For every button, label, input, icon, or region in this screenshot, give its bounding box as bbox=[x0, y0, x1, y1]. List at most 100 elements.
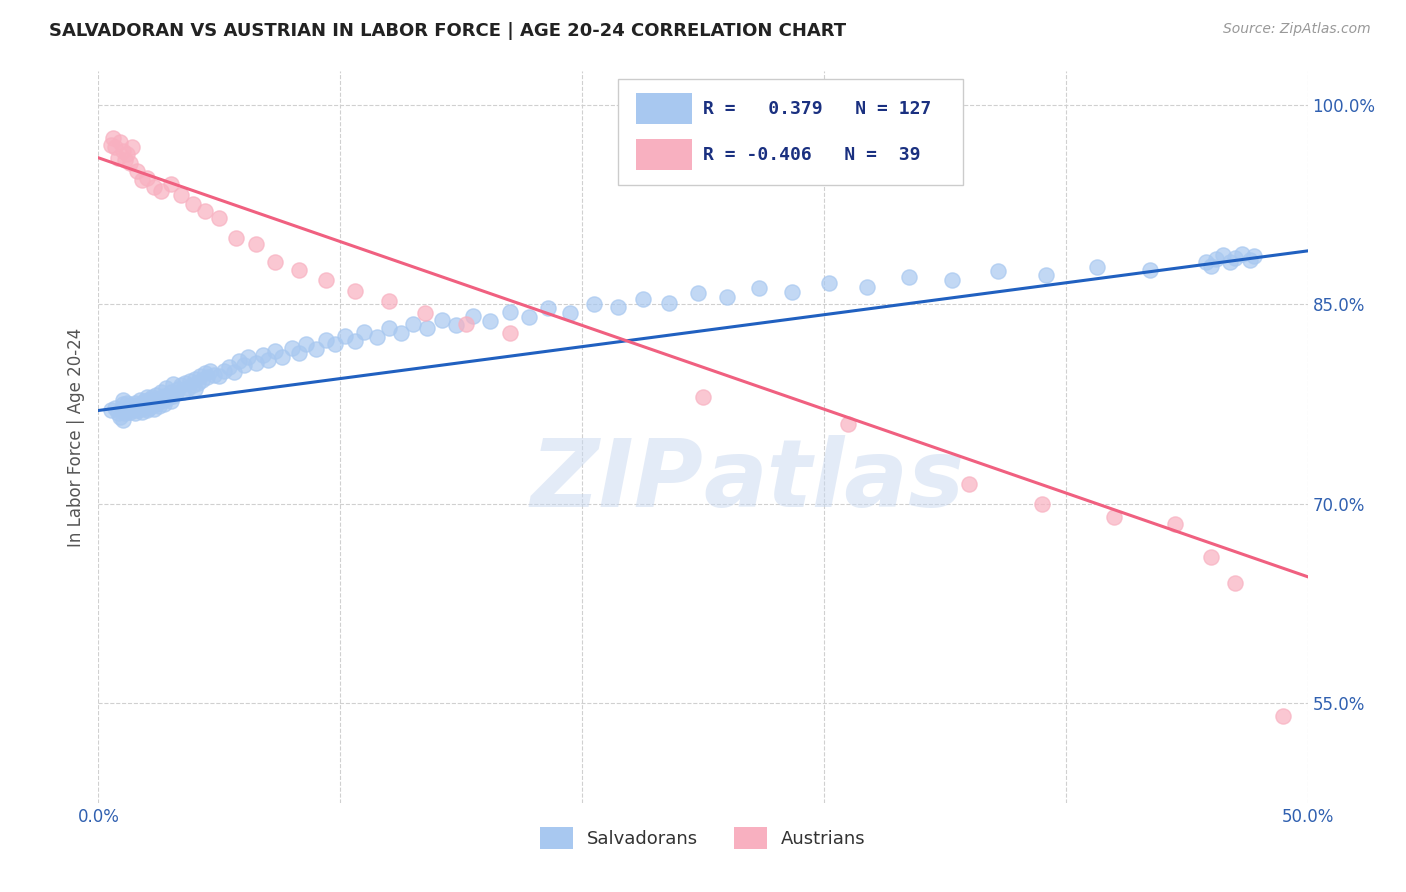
Text: R = -0.406   N =  39: R = -0.406 N = 39 bbox=[703, 145, 921, 164]
Point bbox=[1035, 268, 1057, 282]
Point bbox=[413, 306, 436, 320]
Point bbox=[295, 337, 318, 351]
Point bbox=[817, 276, 839, 290]
Point bbox=[204, 368, 226, 382]
Text: Source: ZipAtlas.com: Source: ZipAtlas.com bbox=[1223, 22, 1371, 37]
Point bbox=[1232, 246, 1254, 260]
Point bbox=[692, 390, 714, 404]
Point bbox=[121, 400, 143, 414]
Point bbox=[135, 397, 157, 411]
Point bbox=[172, 384, 194, 399]
Point bbox=[366, 330, 388, 344]
Point bbox=[138, 401, 160, 415]
Text: R =   0.379   N = 127: R = 0.379 N = 127 bbox=[703, 100, 931, 118]
Point bbox=[389, 326, 412, 341]
Point bbox=[333, 329, 356, 343]
Text: ZIP: ZIP bbox=[530, 435, 703, 527]
Legend: Salvadorans, Austrians: Salvadorans, Austrians bbox=[533, 820, 873, 856]
Point bbox=[155, 392, 177, 406]
Point bbox=[856, 280, 879, 294]
Point bbox=[184, 371, 207, 385]
Point bbox=[631, 292, 654, 306]
Point bbox=[232, 358, 254, 372]
Point bbox=[218, 359, 240, 374]
Point bbox=[1243, 249, 1265, 263]
Point bbox=[1212, 248, 1234, 262]
Point bbox=[148, 400, 170, 414]
Point bbox=[135, 170, 157, 185]
Point bbox=[160, 394, 183, 409]
Point bbox=[957, 476, 980, 491]
Point bbox=[187, 376, 209, 390]
Point bbox=[128, 392, 150, 407]
Point bbox=[208, 368, 231, 383]
Point bbox=[208, 211, 231, 225]
Point bbox=[1223, 576, 1246, 591]
Point bbox=[245, 237, 267, 252]
Point bbox=[688, 286, 710, 301]
Point bbox=[111, 392, 134, 407]
Point bbox=[264, 343, 287, 358]
Point bbox=[131, 397, 153, 411]
Point bbox=[100, 403, 122, 417]
Point bbox=[716, 290, 738, 304]
Point bbox=[194, 204, 217, 219]
Point bbox=[1139, 262, 1161, 277]
Point bbox=[256, 353, 278, 368]
Point bbox=[463, 309, 485, 323]
Point bbox=[131, 405, 153, 419]
Point bbox=[1199, 549, 1222, 564]
Point bbox=[225, 230, 247, 244]
Point bbox=[191, 373, 214, 387]
Point bbox=[167, 382, 190, 396]
Point bbox=[128, 402, 150, 417]
Point bbox=[150, 184, 173, 198]
Point bbox=[114, 402, 136, 417]
Point bbox=[212, 363, 235, 377]
Point bbox=[131, 173, 153, 187]
Point bbox=[114, 406, 136, 420]
Point bbox=[160, 178, 183, 192]
Point bbox=[134, 401, 156, 415]
Point bbox=[111, 144, 134, 158]
Point bbox=[165, 386, 187, 401]
Point bbox=[124, 406, 146, 420]
Point bbox=[101, 131, 124, 145]
Point bbox=[353, 325, 375, 339]
Point bbox=[150, 394, 173, 409]
Point bbox=[174, 376, 197, 390]
Point bbox=[782, 285, 804, 299]
Point bbox=[143, 394, 166, 409]
Point bbox=[107, 151, 129, 165]
Point bbox=[114, 153, 136, 168]
Point bbox=[111, 397, 134, 411]
Point bbox=[162, 389, 184, 403]
Point bbox=[135, 403, 157, 417]
Point bbox=[117, 395, 139, 409]
Point bbox=[498, 305, 520, 319]
Point bbox=[941, 273, 963, 287]
Point bbox=[117, 401, 139, 415]
Point bbox=[152, 397, 174, 411]
Point bbox=[281, 341, 304, 355]
Point bbox=[118, 405, 141, 419]
Point bbox=[121, 140, 143, 154]
Point bbox=[1163, 516, 1185, 531]
Point bbox=[454, 317, 477, 331]
Point bbox=[748, 281, 770, 295]
Point bbox=[155, 381, 177, 395]
Point bbox=[141, 390, 163, 404]
Point bbox=[252, 348, 274, 362]
Point bbox=[104, 140, 127, 154]
Point bbox=[416, 321, 439, 335]
Point bbox=[194, 366, 217, 380]
Point bbox=[228, 354, 250, 368]
Point bbox=[169, 188, 191, 202]
Point bbox=[162, 376, 184, 391]
Point bbox=[184, 382, 207, 396]
Point bbox=[108, 410, 131, 425]
Point bbox=[1199, 259, 1222, 273]
Point bbox=[127, 403, 149, 417]
Point bbox=[1272, 709, 1295, 723]
Point bbox=[118, 398, 141, 412]
